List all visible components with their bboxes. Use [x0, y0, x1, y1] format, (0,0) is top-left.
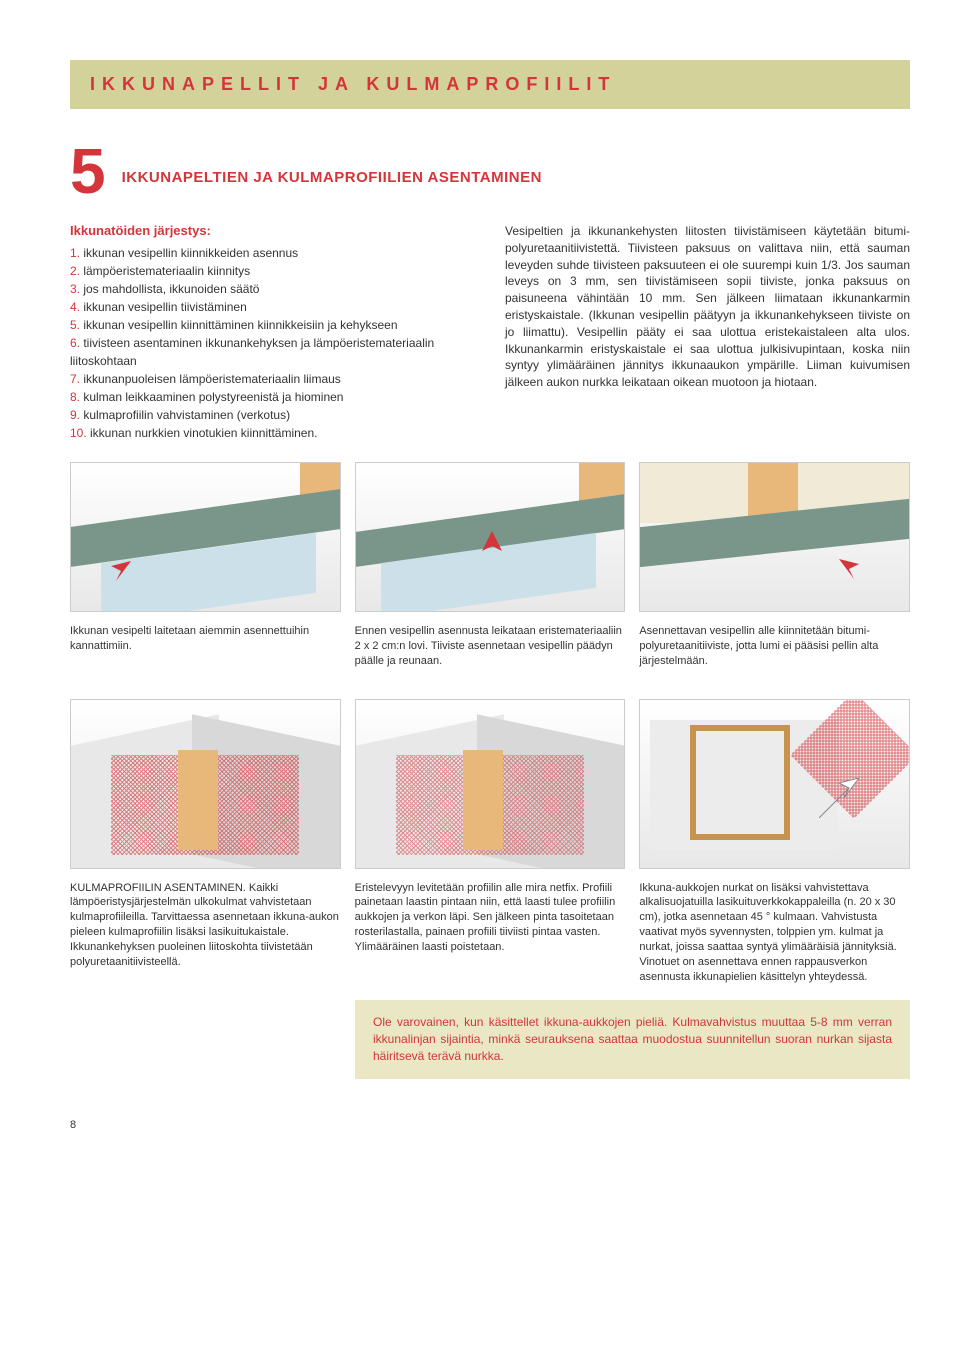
list-item: 4. ikkunan vesipellin tiivistäminen — [70, 298, 475, 316]
list-item: 8. kulman leikkaaminen polystyreenistä j… — [70, 388, 475, 406]
page-number: 8 — [70, 1119, 910, 1131]
diagram-mesh — [639, 699, 910, 869]
list-item: 1. ikkunan vesipellin kiinnikkeiden asen… — [70, 244, 475, 262]
figure-6 — [639, 699, 910, 869]
list-item: 5. ikkunan vesipellin kiinnittäminen kii… — [70, 316, 475, 334]
image-row-1 — [70, 462, 910, 612]
list-heading: Ikkunatöiden järjestys: — [70, 223, 475, 238]
figure-1 — [70, 462, 341, 612]
diagram-sill-3 — [639, 462, 910, 612]
intro-columns: Ikkunatöiden järjestys: 1. ikkunan vesip… — [70, 223, 910, 442]
header-bar: IKKUNAPELLIT JA KULMAPROFIILIT — [70, 60, 910, 109]
caption-row-2: KULMAPROFIILIN ASENTAMINEN. Kaikki lämpö… — [70, 881, 910, 985]
section-header: 5 IKKUNAPELTIEN JA KULMAPROFIILIEN ASENT… — [70, 139, 910, 203]
list-item: 7. ikkunanpuoleisen lämpöeristemateriaal… — [70, 370, 475, 388]
header-title: IKKUNAPELLIT JA KULMAPROFIILIT — [90, 74, 890, 95]
warning-text: Ole varovainen, kun käsittellet ikkuna-a… — [373, 1014, 892, 1064]
list-item: 2. lämpöeristemateriaalin kiinnitys — [70, 262, 475, 280]
figure-2 — [355, 462, 626, 612]
diagram-sill-1 — [70, 462, 341, 612]
caption-5: Eristelevyyn levitetään profiilin alle m… — [355, 881, 626, 985]
diagram-corner-2 — [355, 699, 626, 869]
caption-row-1: Ikkunan vesipelti laitetaan aiemmin asen… — [70, 624, 910, 669]
section-title: IKKUNAPELTIEN JA KULMAPROFIILIEN ASENTAM… — [122, 139, 542, 186]
left-column: Ikkunatöiden järjestys: 1. ikkunan vesip… — [70, 223, 475, 442]
ordered-list: 1. ikkunan vesipellin kiinnikkeiden asen… — [70, 244, 475, 442]
list-item: 3. jos mahdollista, ikkunoiden säätö — [70, 280, 475, 298]
list-item: 6. tiivisteen asentaminen ikkunankehykse… — [70, 334, 475, 370]
image-row-2 — [70, 699, 910, 869]
warning-box: Ole varovainen, kun käsittellet ikkuna-a… — [355, 1000, 910, 1078]
caption-1: Ikkunan vesipelti laitetaan aiemmin asen… — [70, 624, 341, 669]
diagram-corner-1 — [70, 699, 341, 869]
intro-paragraph: Vesipeltien ja ikkunankehysten liitosten… — [505, 223, 910, 391]
section-number: 5 — [70, 139, 106, 203]
caption-3: Asennettavan vesipellin alle kiinnitetää… — [639, 624, 910, 669]
figure-4 — [70, 699, 341, 869]
list-item: 9. kulmaprofiilin vahvistaminen (verkotu… — [70, 406, 475, 424]
diagram-sill-2 — [355, 462, 626, 612]
figure-5 — [355, 699, 626, 869]
list-item: 10. ikkunan nurkkien vinotukien kiinnitt… — [70, 424, 475, 442]
caption-6: Ikkuna-aukkojen nurkat on lisäksi vahvis… — [639, 881, 910, 985]
caption-4: KULMAPROFIILIN ASENTAMINEN. Kaikki lämpö… — [70, 881, 341, 985]
right-column: Vesipeltien ja ikkunankehysten liitosten… — [505, 223, 910, 442]
figure-3 — [639, 462, 910, 612]
page-container: IKKUNAPELLIT JA KULMAPROFIILIT 5 IKKUNAP… — [0, 0, 960, 1171]
caption-2: Ennen vesipellin asennusta leikataan eri… — [355, 624, 626, 669]
